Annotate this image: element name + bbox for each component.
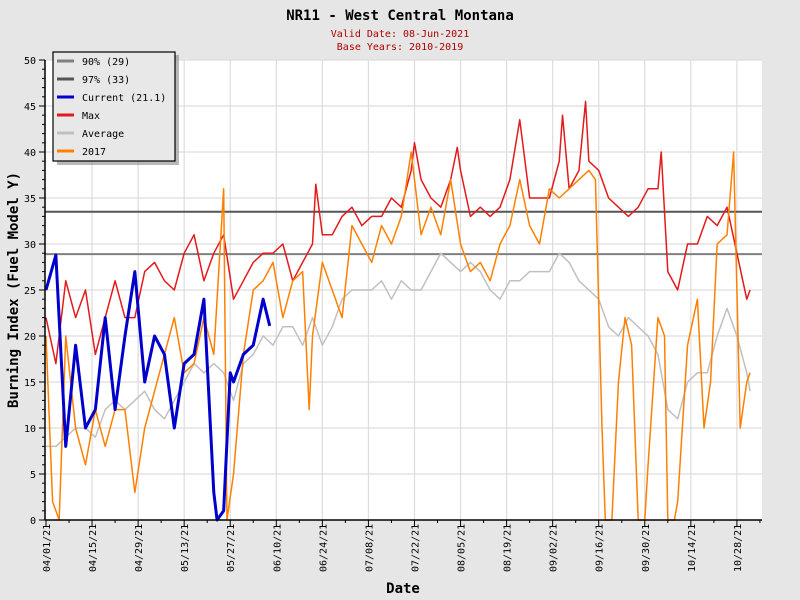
- y-tick-label: 15: [24, 378, 36, 389]
- x-tick-label: 07/08/21: [364, 524, 375, 572]
- legend-label: Max: [82, 111, 100, 122]
- x-tick-label: 04/01/21: [42, 524, 53, 572]
- x-tick-label: 05/27/21: [226, 524, 237, 572]
- legend-label: 2017: [82, 147, 106, 158]
- chart-title: NR11 - West Central Montana: [286, 8, 514, 24]
- series-line-average: [46, 252, 751, 448]
- x-tick-label: 10/28/21: [733, 524, 744, 572]
- x-tick-label: 09/02/21: [549, 524, 560, 572]
- x-tick-label: 08/05/21: [457, 524, 468, 572]
- x-tick-label: 04/29/21: [134, 524, 145, 572]
- y-tick-label: 40: [24, 148, 36, 159]
- x-tick-label: 08/19/21: [503, 524, 514, 572]
- y-tick-label: 10: [24, 424, 36, 435]
- base-years: Base Years: 2010-2019: [337, 42, 463, 53]
- legend: 90% (29) 97% (33) Current (21.1) Max Average…: [52, 51, 179, 165]
- y-tick-label: 25: [24, 286, 36, 297]
- y-tick-label: 45: [24, 102, 36, 113]
- legend-label: Current (21.1): [82, 93, 166, 104]
- y-axis-label: Burning Index (Fuel Model Y): [6, 172, 22, 408]
- series-lines: [44, 100, 751, 522]
- y-tick-label: 0: [30, 516, 36, 527]
- legend-label: Average: [82, 129, 124, 140]
- y-tick-label: 5: [30, 470, 36, 481]
- x-tick-label: 06/10/21: [272, 524, 283, 572]
- y-tick-label: 30: [24, 240, 36, 251]
- x-tick-label: 10/14/21: [687, 524, 698, 572]
- y-tick-label: 50: [24, 56, 36, 67]
- series-line-2017: [45, 151, 751, 521]
- x-axis-label: Date: [386, 581, 420, 597]
- x-tick-label: 07/22/21: [410, 524, 421, 572]
- legend-label: 90% (29): [82, 57, 130, 68]
- x-ticks: 04/01/21 04/15/21 04/29/21 05/13/21 05/27/21…: [42, 520, 761, 572]
- x-tick-label: 04/15/21: [88, 524, 99, 572]
- series-line-current: [44, 253, 272, 522]
- x-tick-label: 09/30/21: [641, 524, 652, 572]
- x-tick-label: 06/24/21: [318, 524, 329, 572]
- series-line-max: [45, 100, 751, 365]
- y-ticks: 0 5 10 15 20 25 30 35 40 45 50: [24, 56, 45, 527]
- x-tick-label: 05/13/21: [180, 524, 191, 572]
- valid-date: Valid Date: 08-Jun-2021: [331, 29, 469, 40]
- legend-label: 97% (33): [82, 75, 130, 86]
- threshold-lines: [45, 210, 762, 256]
- y-tick-label: 20: [24, 332, 36, 343]
- x-tick-label: 09/16/21: [595, 524, 606, 572]
- y-tick-label: 35: [24, 194, 36, 205]
